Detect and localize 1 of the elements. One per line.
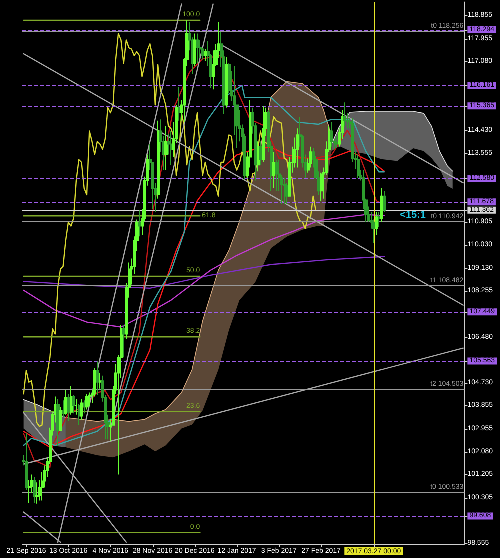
- annotation: <15:1: [400, 210, 426, 222]
